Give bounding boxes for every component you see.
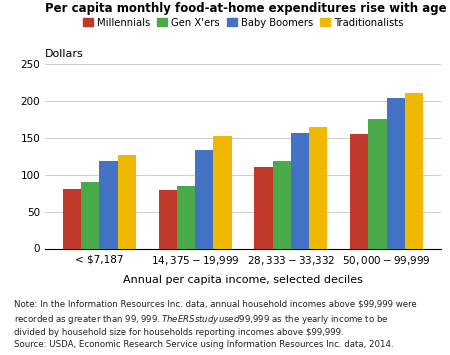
Bar bbox=[387, 98, 405, 248]
Legend: Millennials, Gen X'ers, Baby Boomers, Traditionalists: Millennials, Gen X'ers, Baby Boomers, Tr… bbox=[79, 13, 407, 32]
Bar bbox=[177, 186, 195, 248]
Bar bbox=[291, 133, 309, 248]
Bar bbox=[273, 160, 291, 248]
Bar bbox=[63, 190, 81, 248]
X-axis label: Annual per capita income, selected deciles: Annual per capita income, selected decil… bbox=[123, 275, 363, 285]
Bar bbox=[309, 127, 327, 248]
Bar bbox=[350, 134, 369, 248]
Bar bbox=[99, 160, 117, 248]
Text: Note: In the Information Resources Inc. data, annual household incomes above $99: Note: In the Information Resources Inc. … bbox=[14, 300, 416, 349]
Bar bbox=[255, 167, 273, 248]
Bar bbox=[117, 155, 136, 248]
Bar bbox=[405, 93, 423, 248]
Bar bbox=[369, 119, 387, 248]
Bar bbox=[195, 150, 213, 248]
Bar bbox=[159, 190, 177, 248]
Text: Per capita monthly food-at-home expenditures rise with age and income: Per capita monthly food-at-home expendit… bbox=[45, 2, 450, 15]
Bar bbox=[81, 182, 99, 248]
Text: Dollars: Dollars bbox=[45, 49, 84, 59]
Bar bbox=[213, 136, 231, 248]
